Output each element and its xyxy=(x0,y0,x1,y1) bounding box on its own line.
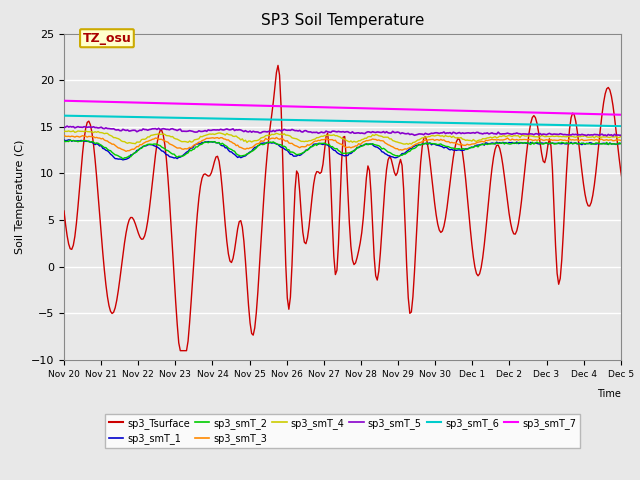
sp3_smT_3 xyxy=(122,148,130,154)
sp3_smT_1 xyxy=(60,137,68,143)
Line: sp3_smT_7: sp3_smT_7 xyxy=(64,101,640,116)
Line: sp3_Tsurface: sp3_Tsurface xyxy=(64,65,640,351)
sp3_smT_3 xyxy=(80,133,88,139)
sp3_smT_4 xyxy=(60,129,68,134)
sp3_smT_2 xyxy=(82,138,90,144)
Line: sp3_smT_5: sp3_smT_5 xyxy=(64,126,640,137)
sp3_smT_7 xyxy=(80,98,88,104)
sp3_Tsurface xyxy=(177,348,184,354)
sp3_smT_6 xyxy=(572,122,580,128)
sp3_Tsurface xyxy=(369,223,376,229)
sp3_smT_2 xyxy=(60,138,68,144)
Text: Time: Time xyxy=(597,389,621,399)
sp3_smT_3 xyxy=(60,132,68,138)
Legend: sp3_Tsurface, sp3_smT_1, sp3_smT_2, sp3_smT_3, sp3_smT_4, sp3_smT_5, sp3_smT_6, : sp3_Tsurface, sp3_smT_1, sp3_smT_2, sp3_… xyxy=(105,414,580,448)
sp3_smT_2 xyxy=(575,141,582,147)
sp3_Tsurface xyxy=(486,179,494,185)
sp3_smT_2 xyxy=(369,141,376,146)
Line: sp3_smT_3: sp3_smT_3 xyxy=(64,135,640,151)
Text: TZ_osu: TZ_osu xyxy=(83,32,131,45)
sp3_smT_6 xyxy=(80,113,88,119)
sp3_Tsurface xyxy=(80,136,88,142)
sp3_smT_7 xyxy=(365,106,373,111)
sp3_smT_1 xyxy=(65,137,72,143)
sp3_smT_1 xyxy=(100,146,108,152)
sp3_smT_4 xyxy=(404,142,412,147)
sp3_smT_5 xyxy=(573,132,581,138)
sp3_smT_7 xyxy=(60,98,68,104)
Line: sp3_smT_2: sp3_smT_2 xyxy=(64,140,640,159)
sp3_smT_4 xyxy=(100,131,108,136)
sp3_smT_3 xyxy=(573,137,581,143)
sp3_smT_6 xyxy=(365,119,373,124)
sp3_smT_5 xyxy=(100,126,108,132)
sp3_smT_7 xyxy=(483,108,491,114)
sp3_smT_1 xyxy=(82,138,90,144)
sp3_smT_6 xyxy=(483,121,491,127)
sp3_smT_1 xyxy=(575,140,582,146)
sp3_smT_4 xyxy=(367,134,375,140)
Line: sp3_smT_6: sp3_smT_6 xyxy=(64,116,640,127)
sp3_Tsurface xyxy=(575,141,582,147)
sp3_Tsurface xyxy=(99,250,107,255)
sp3_Tsurface xyxy=(274,62,282,68)
sp3_smT_3 xyxy=(367,137,375,143)
sp3_smT_2 xyxy=(486,141,494,147)
sp3_smT_4 xyxy=(486,134,494,140)
sp3_smT_4 xyxy=(575,133,582,139)
sp3_smT_7 xyxy=(99,99,107,105)
sp3_smT_4 xyxy=(82,128,90,134)
sp3_smT_2 xyxy=(67,137,74,143)
sp3_smT_1 xyxy=(119,157,127,163)
sp3_smT_1 xyxy=(369,142,376,148)
sp3_smT_6 xyxy=(60,113,68,119)
sp3_smT_5 xyxy=(485,131,493,137)
Y-axis label: Soil Temperature (C): Soil Temperature (C) xyxy=(15,140,26,254)
sp3_smT_3 xyxy=(485,137,493,143)
Title: SP3 Soil Temperature: SP3 Soil Temperature xyxy=(260,13,424,28)
sp3_smT_2 xyxy=(119,156,127,162)
Line: sp3_smT_1: sp3_smT_1 xyxy=(64,140,640,160)
sp3_smT_3 xyxy=(99,135,107,141)
sp3_smT_6 xyxy=(99,113,107,119)
sp3_smT_5 xyxy=(63,123,71,129)
sp3_smT_5 xyxy=(367,130,375,135)
sp3_smT_7 xyxy=(572,111,580,117)
sp3_smT_4 xyxy=(70,128,77,134)
sp3_Tsurface xyxy=(60,208,68,214)
sp3_smT_2 xyxy=(100,144,108,150)
sp3_smT_5 xyxy=(82,124,90,130)
sp3_smT_1 xyxy=(486,141,494,146)
sp3_smT_5 xyxy=(60,125,68,131)
Line: sp3_smT_4: sp3_smT_4 xyxy=(64,131,640,144)
